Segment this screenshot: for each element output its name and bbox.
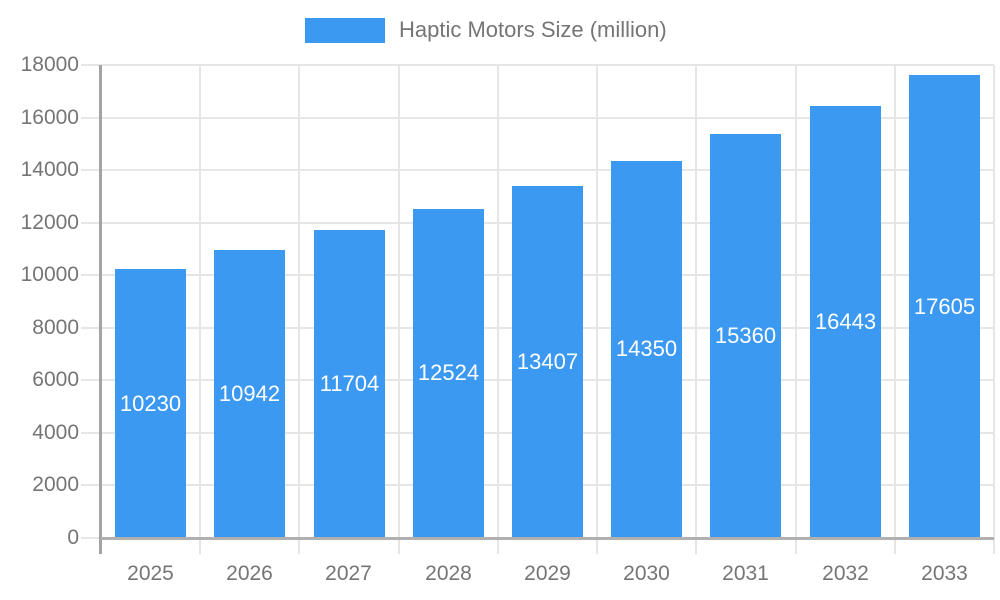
gridline-vertical <box>894 65 896 554</box>
x-axis-label-2025: 2025 <box>127 562 174 585</box>
bar-value-2032: 16443 <box>814 309 877 334</box>
gridline-horizontal <box>101 117 994 119</box>
y-axis-label-2000: 2000 <box>32 473 79 496</box>
y-axis-tick <box>81 484 101 486</box>
bar-2027[interactable] <box>314 230 385 538</box>
bar-2030[interactable] <box>611 161 682 538</box>
y-axis-label-16000: 16000 <box>20 106 79 129</box>
x-axis-label-2026: 2026 <box>226 562 273 585</box>
x-axis-label-2027: 2027 <box>325 562 372 585</box>
y-axis-tick <box>81 274 101 276</box>
bar-value-2025: 10230 <box>119 391 182 416</box>
y-axis-label-14000: 14000 <box>20 158 79 181</box>
bar-value-2030: 14350 <box>615 336 678 361</box>
y-axis-tick <box>81 537 101 539</box>
bar-2028[interactable] <box>413 209 484 538</box>
bar-2033[interactable] <box>909 75 980 538</box>
gridline-vertical <box>298 65 300 554</box>
y-axis-tick <box>81 169 101 171</box>
y-axis-label-6000: 6000 <box>32 368 79 391</box>
legend-label: Haptic Motors Size (million) <box>399 17 667 42</box>
bar-2031[interactable] <box>710 134 781 538</box>
legend-swatch <box>305 17 385 43</box>
bar-2026[interactable] <box>214 250 285 538</box>
y-axis-tick <box>81 64 101 66</box>
bar-value-2027: 11704 <box>319 371 380 396</box>
bar-value-2029: 13407 <box>516 349 579 374</box>
y-axis-label-0: 0 <box>67 526 79 549</box>
gridline-vertical <box>993 65 995 554</box>
y-axis-label-8000: 8000 <box>32 316 79 339</box>
x-axis-label-2029: 2029 <box>524 562 571 585</box>
y-axis-label-10000: 10000 <box>20 263 79 286</box>
y-axis-line <box>99 65 102 554</box>
x-axis-line <box>101 537 994 540</box>
gridline-vertical <box>695 65 697 554</box>
x-axis-label-2032: 2032 <box>822 562 869 585</box>
x-axis-label-2028: 2028 <box>425 562 472 585</box>
bar-2032[interactable] <box>810 106 881 538</box>
y-axis-label-12000: 12000 <box>20 211 79 234</box>
gridline-vertical <box>497 65 499 554</box>
gridline-vertical <box>795 65 797 554</box>
bar-value-2031: 15360 <box>714 323 777 348</box>
x-axis-label-2033: 2033 <box>921 562 968 585</box>
bar-value-2026: 10942 <box>218 381 281 406</box>
gridline-vertical <box>199 65 201 554</box>
y-axis-label-18000: 18000 <box>20 53 79 76</box>
y-axis-tick <box>81 327 101 329</box>
gridline-horizontal <box>101 64 994 66</box>
x-axis-label-2031: 2031 <box>722 562 769 585</box>
y-axis-tick <box>81 379 101 381</box>
y-axis-label-4000: 4000 <box>32 421 79 444</box>
bar-value-2028: 12524 <box>417 360 480 385</box>
y-axis-tick <box>81 222 101 224</box>
bar-value-2033: 17605 <box>913 294 976 319</box>
y-axis-tick <box>81 432 101 434</box>
x-axis-label-2030: 2030 <box>623 562 670 585</box>
gridline-vertical <box>398 65 400 554</box>
gridline-horizontal <box>101 169 994 171</box>
y-axis-tick <box>81 117 101 119</box>
legend-item[interactable]: Haptic Motors Size (million) <box>305 17 667 43</box>
bar-2025[interactable] <box>115 269 186 538</box>
gridline-vertical <box>596 65 598 554</box>
bar-2029[interactable] <box>512 186 583 538</box>
